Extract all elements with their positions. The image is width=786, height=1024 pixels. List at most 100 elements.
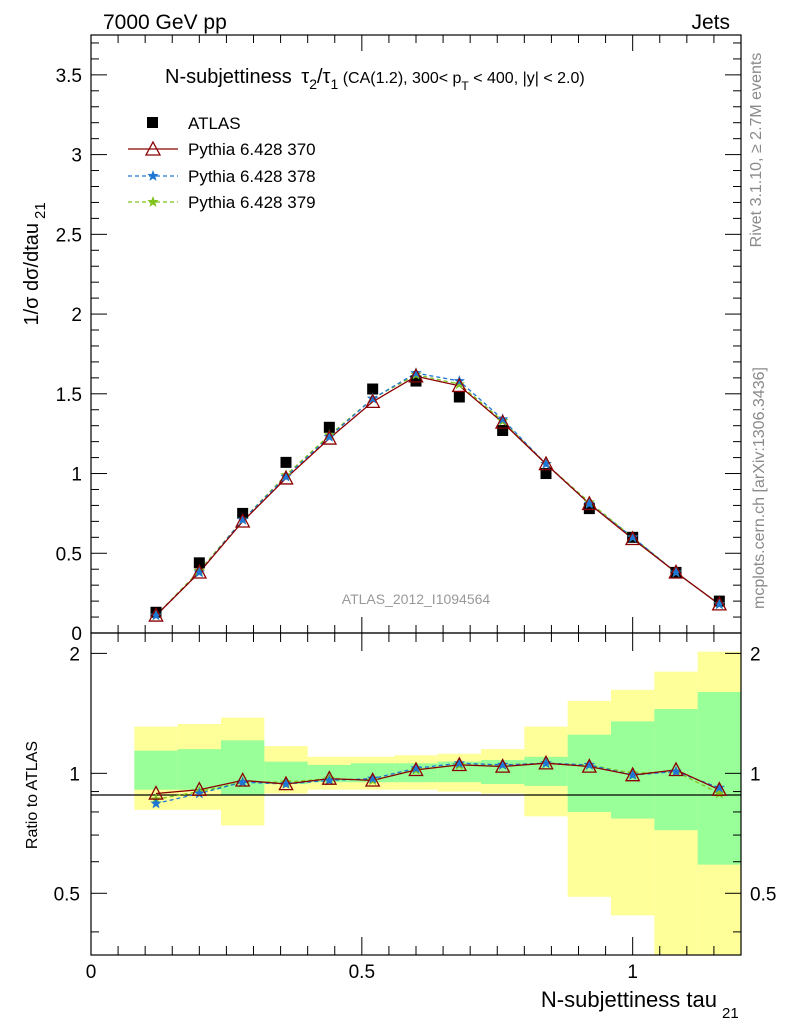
title-slash: / bbox=[317, 66, 323, 88]
ratio-y-tick-label-right: 0.5 bbox=[750, 884, 776, 905]
title-cuts-a: (CA(1.2), 300< p bbox=[338, 70, 461, 87]
title-sub-T: T bbox=[461, 79, 469, 93]
mc379-point bbox=[453, 378, 465, 390]
ratio-series-line-0 bbox=[155, 762, 720, 795]
legend-label-370: Pythia 6.428 370 bbox=[188, 140, 316, 159]
ratio-mc378-point bbox=[237, 776, 249, 788]
ratio-mc379-point bbox=[713, 787, 725, 799]
ratio-band-green bbox=[697, 691, 741, 865]
ratio-y-axis-label: Ratio to ATLAS bbox=[24, 741, 41, 849]
mc370-point bbox=[451, 377, 468, 393]
x-tick-label: 0 bbox=[86, 962, 97, 983]
ratio-mc378-point bbox=[453, 757, 465, 769]
ratio-band-green bbox=[134, 750, 178, 790]
ratio-band-green bbox=[567, 734, 611, 812]
title-sub-2: 2 bbox=[309, 76, 317, 92]
mcplots-label: mcplots.cern.ch [arXiv:1306.3436] bbox=[751, 367, 768, 609]
ratio-mc370-point bbox=[234, 772, 251, 787]
atlas-point bbox=[280, 456, 292, 468]
ratio-mc370-point bbox=[191, 781, 208, 796]
ratio-mc370-point bbox=[711, 781, 728, 796]
ratio-mc370-point bbox=[494, 758, 511, 773]
main-data-layer bbox=[148, 367, 728, 622]
ratio-band-green bbox=[264, 761, 308, 785]
legend-entry-atlas: ATLAS bbox=[147, 114, 241, 133]
ratio-mc378-point bbox=[713, 781, 725, 793]
ratio-x-tick-labels: 0 0.5 1 bbox=[86, 962, 638, 983]
ratio-band-green bbox=[221, 740, 265, 796]
ratio-mc378-point bbox=[280, 778, 292, 789]
main-y-axis-title: 1/σ dσ/dtau bbox=[21, 223, 43, 326]
ratio-mc370-point bbox=[668, 761, 684, 777]
ratio-band-green bbox=[394, 763, 438, 783]
main-axis-ticks bbox=[90, 35, 742, 634]
main-series-line-2 bbox=[155, 372, 720, 616]
mc370-point bbox=[668, 564, 684, 579]
legend-entry-379: Pythia 6.428 379 bbox=[128, 193, 316, 212]
mc370-point bbox=[624, 530, 641, 546]
legend-label-378: Pythia 6.428 378 bbox=[188, 167, 316, 186]
atlas-point bbox=[540, 468, 552, 480]
title-tau-b: τ bbox=[323, 66, 331, 88]
main-y-tick-labels: 0 0.5 1 1.5 2 2.5 3 3.5 bbox=[56, 66, 82, 645]
ratio-mc378-point bbox=[627, 769, 639, 780]
atlas-point bbox=[410, 375, 422, 387]
ratio-mc378-point bbox=[150, 797, 162, 809]
mc378-point bbox=[583, 497, 595, 509]
ratio-mc378-point bbox=[367, 772, 379, 784]
ratio-mc378-point bbox=[670, 765, 682, 777]
main-y-tick-label: 2 bbox=[71, 305, 82, 326]
x-axis-label: N-subjettiness tau bbox=[541, 987, 717, 1012]
mc378-point bbox=[497, 413, 509, 425]
mc378-point bbox=[150, 609, 162, 621]
mc370-point bbox=[581, 495, 598, 511]
ratio-mc378-point bbox=[497, 758, 509, 770]
mc370-point bbox=[321, 430, 338, 445]
atlas-point bbox=[323, 421, 335, 433]
ratio-y-tick-label: 0.5 bbox=[54, 884, 80, 905]
mc378-point bbox=[453, 375, 465, 386]
ratio-mc378-point bbox=[410, 762, 422, 774]
header-right: Jets bbox=[691, 11, 730, 34]
main-y-tick-label: 3 bbox=[71, 146, 82, 167]
legend-marker-triangle bbox=[144, 140, 162, 156]
ratio-mc370-point bbox=[538, 754, 554, 770]
ratio-mc378-point bbox=[323, 774, 335, 786]
header-left: 7000 GeV pp bbox=[103, 11, 227, 34]
ratio-axis-ticks bbox=[90, 633, 742, 955]
mc378-point bbox=[280, 470, 292, 482]
atlas-point bbox=[497, 424, 509, 436]
title-sub-1: 1 bbox=[330, 76, 338, 92]
ratio-mc370-point bbox=[364, 772, 381, 787]
title-tau-a: τ bbox=[301, 66, 309, 88]
mc378-point bbox=[410, 367, 422, 378]
legend-label-379: Pythia 6.428 379 bbox=[188, 193, 316, 212]
main-y-tick-label: 1 bbox=[71, 465, 82, 486]
main-y-tick-label: 3.5 bbox=[56, 66, 82, 87]
main-y-tick-label: 0 bbox=[71, 624, 82, 645]
mc370-point bbox=[711, 595, 728, 611]
main-panel: 00.511.522.533.5 1/σ dσ/dtau 21 N-subjet… bbox=[21, 34, 742, 645]
mc378-point bbox=[323, 430, 335, 442]
legend-marker-star-378 bbox=[147, 170, 159, 181]
main-y-tick-label: 2.5 bbox=[56, 225, 82, 246]
mc370-point bbox=[148, 607, 164, 622]
mc370-point bbox=[538, 455, 554, 471]
ratio-y-tick-labels: 0.5 0.5 1 1 2 2 bbox=[54, 644, 777, 905]
main-series-line-3 bbox=[155, 374, 720, 616]
mc378-point bbox=[670, 566, 682, 578]
ratio-data-layer bbox=[148, 754, 728, 809]
mc378-point bbox=[367, 392, 379, 404]
mc370-point bbox=[364, 393, 381, 409]
x-tick-label: 1 bbox=[627, 962, 638, 983]
main-y-tick-label: 1.5 bbox=[56, 385, 82, 406]
ratio-mc370-point bbox=[148, 785, 164, 800]
rivet-version-label: Rivet 3.1.10, ≥ 2.7M events bbox=[748, 53, 765, 248]
ratio-y-tick-label: 2 bbox=[69, 644, 80, 665]
mc370-point bbox=[278, 469, 294, 485]
mc370-point bbox=[494, 414, 511, 429]
atlas-point bbox=[193, 557, 205, 569]
atlas-point bbox=[367, 383, 379, 395]
legend-label-atlas: ATLAS bbox=[188, 114, 241, 133]
